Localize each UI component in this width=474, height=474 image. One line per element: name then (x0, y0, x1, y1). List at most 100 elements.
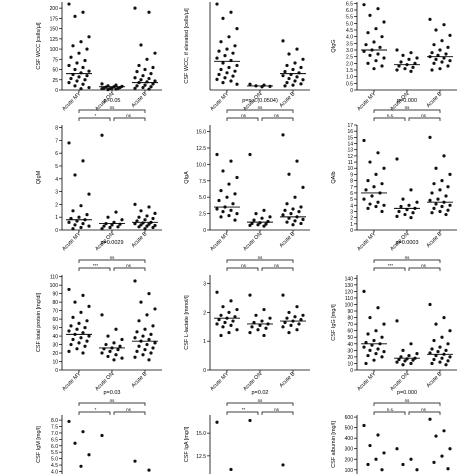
data-point (254, 313, 258, 317)
data-point (137, 225, 141, 229)
comparison-bracket (78, 411, 111, 415)
comparison-bracket (113, 267, 146, 271)
data-point (106, 334, 110, 338)
data-point (137, 344, 141, 348)
data-point (141, 334, 145, 338)
y-tick-label: 25 (52, 78, 58, 84)
data-point (301, 185, 305, 189)
data-point (100, 313, 104, 317)
data-point (370, 343, 374, 347)
x-tick-label: Acute B (426, 231, 444, 249)
data-point (268, 215, 272, 219)
data-point (293, 61, 297, 65)
data-point (380, 468, 384, 472)
data-point (85, 213, 89, 217)
data-point (229, 208, 233, 212)
data-point (395, 319, 399, 323)
data-point (281, 213, 285, 217)
data-point (434, 322, 438, 326)
comparison-bracket (226, 259, 294, 263)
data-point (448, 203, 452, 207)
data-point (301, 217, 305, 222)
data-point (293, 195, 297, 199)
y-tick-label: 20 (52, 351, 58, 357)
data-point (233, 44, 237, 48)
data-point (438, 209, 442, 214)
y-tick-label: 90 (52, 292, 58, 298)
data-point (362, 3, 366, 7)
x-tick-label: Acute MY (61, 371, 82, 392)
data-point (376, 433, 380, 437)
data-point (153, 223, 157, 228)
data-point (440, 335, 444, 339)
data-point (100, 227, 104, 231)
data-point (281, 463, 285, 467)
data-point (380, 182, 384, 186)
y-axis-label: CSF WCC, if elevated [cells/µl] (184, 8, 190, 84)
comparison-bracket (408, 411, 441, 415)
data-point (67, 329, 71, 333)
data-point (434, 202, 438, 206)
data-point (235, 82, 239, 86)
y-tick-label: 16 (347, 129, 353, 135)
data-point (133, 6, 137, 10)
data-point (233, 218, 237, 222)
data-point (299, 82, 303, 86)
data-point (438, 360, 442, 364)
data-point (106, 354, 110, 359)
y-tick-label: 4.5 (346, 28, 353, 34)
data-point (401, 363, 405, 367)
data-point (229, 299, 233, 303)
data-point (409, 216, 413, 220)
y-tick-label: 7.5 (51, 425, 58, 431)
data-point (403, 67, 407, 71)
data-point (73, 300, 77, 304)
data-point (382, 322, 386, 326)
comparison-label: n.s. (387, 113, 394, 118)
y-tick-label: 7 (55, 138, 58, 144)
data-point (221, 81, 225, 85)
data-point (428, 135, 432, 139)
data-point (362, 289, 366, 293)
data-point (301, 57, 305, 61)
data-point (137, 63, 141, 68)
data-point (446, 64, 450, 68)
y-tick-label: 75 (52, 57, 58, 63)
data-point (285, 220, 289, 224)
comparison-bracket (408, 267, 441, 271)
data-point (215, 290, 219, 294)
data-point (85, 319, 89, 323)
y-tick-label: 4.0 (346, 35, 353, 41)
comparison-label: ns (110, 255, 116, 260)
data-point (299, 205, 303, 209)
y-tick-label: 13 (347, 148, 353, 154)
data-point (81, 331, 85, 335)
y-axis-label: CSF IgA [mg/l] (184, 426, 190, 462)
data-point (407, 57, 411, 61)
data-point (100, 87, 104, 91)
y-tick-label: 12.5 (196, 454, 206, 460)
y-tick-label: 200 (345, 457, 354, 463)
x-tick-label: Acute MY (209, 371, 230, 392)
p-value-label: p>0.05 (104, 98, 121, 104)
data-point (116, 348, 120, 352)
data-point (147, 10, 151, 14)
data-point (285, 81, 289, 85)
data-point (448, 172, 452, 177)
data-point (372, 358, 376, 362)
y-tick-label: 130 (345, 283, 354, 289)
data-point (434, 434, 438, 438)
data-point (362, 138, 366, 143)
data-point (133, 459, 137, 463)
comparison-bracket (408, 117, 441, 121)
y-tick-label: 2 (350, 216, 353, 222)
data-point (135, 349, 139, 353)
x-tick-label: Acute MY (61, 91, 82, 112)
data-point (283, 69, 287, 74)
data-point (145, 342, 149, 347)
data-point (370, 194, 374, 198)
data-point (100, 133, 104, 137)
data-point (268, 316, 272, 320)
comparison-bracket (226, 402, 294, 406)
data-point (139, 209, 143, 213)
